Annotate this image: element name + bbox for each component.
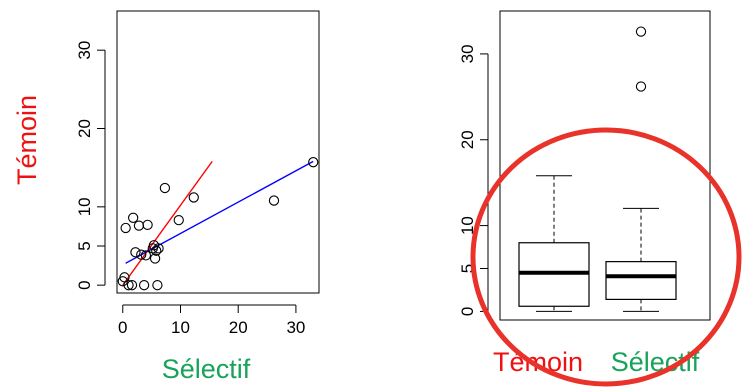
scatter-y-tick-label: 5 <box>75 241 94 250</box>
highlight-circle <box>470 127 742 387</box>
scatter-point <box>153 243 164 254</box>
scatter-point <box>149 253 161 264</box>
scatter-point <box>133 220 145 231</box>
scatter-point <box>138 280 150 291</box>
scatter-y-tick-label: 20 <box>75 119 94 138</box>
boxplot-y-tick-label: 10 <box>458 216 477 235</box>
scatter-x-tick-label: 10 <box>171 318 190 337</box>
scatter-point <box>268 195 280 206</box>
scatter-point <box>188 192 199 203</box>
boxplot-frame <box>499 10 711 321</box>
scatter-point <box>136 249 147 260</box>
box-selectif-outlier <box>635 81 647 92</box>
scatter-x-tick-label: 30 <box>286 318 305 337</box>
scatter-axes: 0 5 10 20 30 0 10 20 30 <box>75 41 305 337</box>
box-selectif <box>605 261 677 300</box>
scatter-point <box>140 250 152 261</box>
boxplot-boxes <box>518 26 677 312</box>
boxplot-axes: 0 5 10 20 30 <box>458 44 489 316</box>
scatter-y-axis-title: Témoin <box>12 95 42 185</box>
scatter-point <box>130 247 141 258</box>
scatter-plot-frame <box>116 10 320 294</box>
scatter-point <box>308 157 319 168</box>
box-selectif-outlier <box>635 26 647 37</box>
boxplot-y-tick-label: 30 <box>458 44 477 63</box>
scatter-point <box>159 182 171 194</box>
scatter-point <box>120 222 131 234</box>
boxplot-y-tick-label: 20 <box>458 130 477 149</box>
scatter-x-tick-label: 20 <box>229 318 248 337</box>
scatter-point <box>119 272 130 283</box>
boxplot-y-tick-label: 5 <box>458 264 477 273</box>
scatter-points <box>117 157 319 291</box>
scatter-point <box>152 280 163 291</box>
boxplot-category-label-temoin: Témoin <box>493 347 583 377</box>
scatter-y-tick-label: 30 <box>75 41 94 60</box>
scatter-y-tick-label: 0 <box>75 280 94 289</box>
scatter-panel: 0 5 10 20 30 0 10 20 30 Témoin Sélectif <box>12 10 320 384</box>
scatter-point <box>126 280 138 291</box>
scatter-x-axis-title: Sélectif <box>162 354 251 384</box>
scatter-point <box>142 219 153 230</box>
scatter-point <box>173 214 184 226</box>
scatter-point <box>123 280 134 291</box>
scatter-x-tick-label: 0 <box>118 318 127 337</box>
scatter-y-tick-label: 10 <box>75 197 94 216</box>
scatter-point <box>128 212 139 223</box>
boxplot-y-tick-label: 0 <box>458 307 477 316</box>
scatter-point <box>151 245 162 256</box>
red-fit-line <box>122 160 213 286</box>
